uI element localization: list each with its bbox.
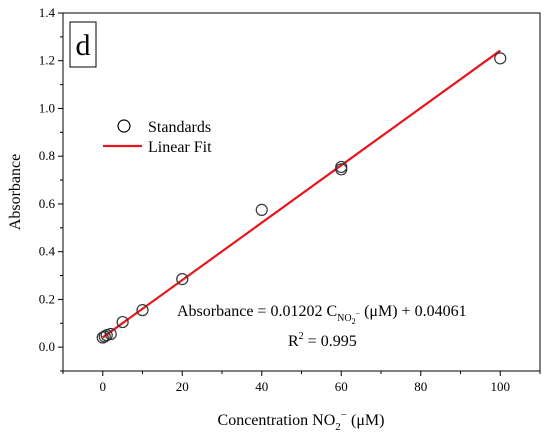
x-tick-label: 80 [414, 379, 427, 394]
x-tick-label: 40 [255, 379, 268, 394]
r-squared: R2 = 0.995 [288, 331, 357, 350]
x-tick-label: 20 [176, 379, 189, 394]
y-tick-label: 0.6 [39, 196, 56, 211]
panel-label-box [69, 21, 97, 68]
equation-sub-main: NO [337, 313, 351, 324]
x-title-sup: − [341, 409, 347, 421]
data-point [494, 52, 507, 65]
r2-suffix: = 0.995 [304, 333, 357, 350]
data-point [176, 273, 189, 286]
y-tick-label: 0.4 [39, 244, 56, 259]
data-points-layer [96, 52, 507, 344]
equation-sub-sup: − [356, 309, 361, 318]
linear-fit-line [102, 49, 501, 339]
legend: Standards Linear Fit [103, 119, 212, 156]
data-point [104, 327, 117, 341]
fit-equation: Absorbance = 0.01202 CNO2− (μM) + 0.0406… [177, 303, 467, 326]
equation-sub-sub: 2 [352, 317, 356, 326]
legend-label-standards: Standards [148, 119, 211, 136]
x-axis-ticks: 0 20 40 60 80 100 [62, 371, 541, 394]
equation-rhs: (μM) + 0.04061 [360, 303, 466, 320]
x-axis-title: Concentration NO2− (μM) [218, 409, 385, 433]
r2-prefix: R [288, 333, 299, 350]
data-point [255, 203, 268, 216]
x-title-suffix: (μM) [347, 412, 384, 429]
legend-label-linear-fit: Linear Fit [148, 139, 212, 156]
data-point [116, 315, 129, 329]
y-axis-title: Absorbance [7, 154, 24, 230]
x-title-prefix: Concentration NO [218, 412, 336, 429]
y-tick-label: 1.2 [39, 53, 55, 68]
y-tick-label: 1.0 [39, 100, 55, 115]
y-tick-label: 0.8 [39, 148, 55, 163]
legend-marker-circle [117, 119, 131, 133]
data-point [136, 304, 149, 317]
y-axis-ticks: 0.0 0.2 0.4 0.6 0.8 1.0 1.2 1.4 [39, 5, 63, 372]
equation-lhs: Absorbance = 0.01202 C [177, 303, 337, 320]
y-tick-label: 1.4 [39, 5, 56, 20]
r2-sup: 2 [299, 331, 304, 342]
x-tick-label: 60 [335, 379, 348, 394]
data-point [98, 330, 111, 343]
y-tick-label: 0.2 [39, 291, 55, 306]
y-tick-label: 0.0 [39, 339, 55, 354]
data-point [335, 160, 348, 174]
x-tick-label: 100 [491, 379, 511, 394]
panel-label: d [76, 29, 91, 62]
fit-line-layer [102, 49, 501, 339]
x-title-sub: 2 [335, 421, 341, 433]
x-tick-label: 0 [100, 379, 107, 394]
